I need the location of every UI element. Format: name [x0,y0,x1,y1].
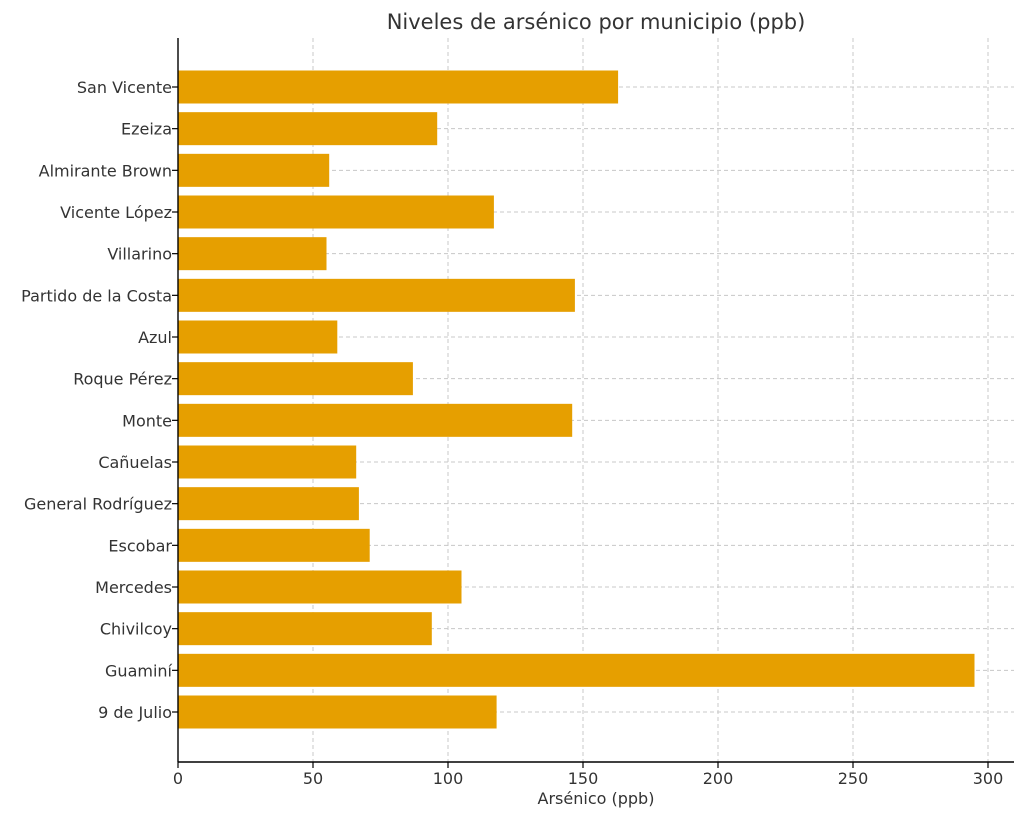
x-tick-label: 250 [838,769,869,788]
bar [178,528,370,562]
y-tick-label: Azul [138,328,172,347]
chart-title: Niveles de arsénico por municipio (ppb) [387,10,806,34]
bars [178,70,975,729]
y-tick-label: Chivilcoy [100,620,172,639]
axes [177,38,1014,763]
bar [178,445,357,479]
y-tick-label: Guaminí [105,661,173,680]
y-tick-label: General Rodríguez [24,495,172,514]
bar [178,653,975,687]
y-tick-label: Vicente López [60,203,172,222]
bar [178,362,413,396]
x-tick-label: 300 [973,769,1004,788]
bar [178,487,359,521]
bar [178,612,432,646]
x-tick-label: 50 [303,769,323,788]
y-tick-label: Partido de la Costa [21,286,172,305]
y-tick-label: San Vicente [77,78,172,97]
bar [178,570,462,604]
x-tick-label: 0 [173,769,183,788]
x-tick-label: 100 [433,769,464,788]
y-tick-label: Villarino [107,245,172,264]
y-tick-label: Almirante Brown [39,161,172,180]
bar [178,70,619,104]
y-tick-label: Escobar [108,536,172,555]
bar [178,195,494,229]
y-tick-label: Monte [122,411,172,430]
bar [178,153,330,187]
x-tick-label: 200 [703,769,734,788]
grid-lines [177,38,1014,762]
y-tick-label: 9 de Julio [98,703,172,722]
y-tick-label: Cañuelas [98,453,172,472]
bar [178,403,573,437]
x-tick-label: 150 [568,769,599,788]
x-axis-ticks: 0 50 100 150 200 250 300 [173,762,1003,788]
y-tick-label: Ezeiza [121,120,172,139]
y-tick-label: Roque Pérez [73,370,172,389]
y-axis-ticks: San Vicente Ezeiza Almirante Brown Vicente … [21,78,178,722]
bar [178,112,438,146]
y-tick-label: Mercedes [95,578,172,597]
bar [178,320,338,354]
bar [178,278,575,312]
bar [178,695,497,729]
bar [178,237,327,271]
x-axis-label: Arsénico (ppb) [538,789,655,808]
